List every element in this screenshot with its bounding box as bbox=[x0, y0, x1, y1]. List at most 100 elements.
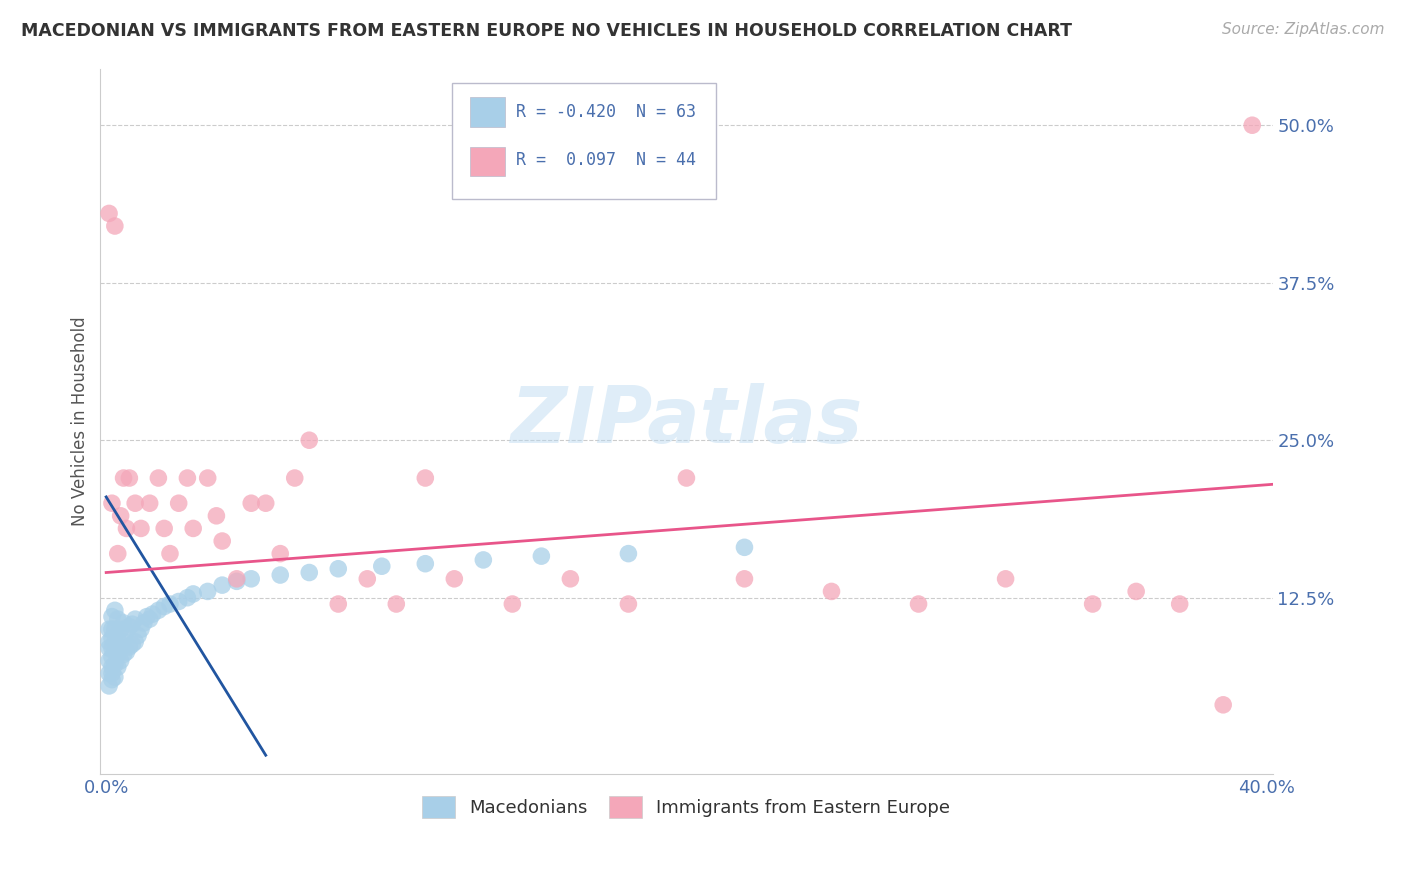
Point bbox=[98, 666, 121, 681]
Point bbox=[104, 219, 127, 233]
Point bbox=[101, 641, 124, 656]
Point bbox=[153, 521, 176, 535]
Point bbox=[121, 637, 143, 651]
Point bbox=[98, 635, 121, 649]
Point bbox=[101, 660, 124, 674]
Point bbox=[104, 670, 127, 684]
Point bbox=[298, 434, 321, 448]
Point bbox=[675, 471, 697, 485]
Text: ZIPatlas: ZIPatlas bbox=[510, 384, 862, 459]
Point bbox=[101, 649, 124, 664]
Point bbox=[560, 572, 582, 586]
Point bbox=[298, 566, 321, 580]
Point bbox=[107, 632, 129, 647]
Point bbox=[98, 679, 121, 693]
Point bbox=[135, 609, 157, 624]
Point bbox=[118, 620, 141, 634]
Point bbox=[115, 624, 138, 639]
Point bbox=[129, 622, 152, 636]
Point bbox=[225, 572, 247, 586]
Point bbox=[110, 508, 132, 523]
Point bbox=[115, 521, 138, 535]
Point bbox=[501, 597, 523, 611]
Point bbox=[1081, 597, 1104, 611]
Point bbox=[205, 508, 228, 523]
Point bbox=[121, 617, 143, 632]
Point bbox=[142, 607, 165, 621]
Point bbox=[167, 496, 190, 510]
Point bbox=[98, 641, 121, 656]
FancyBboxPatch shape bbox=[470, 147, 505, 177]
Point bbox=[124, 496, 146, 510]
Point bbox=[994, 572, 1017, 586]
Point bbox=[413, 557, 436, 571]
Point bbox=[328, 597, 350, 611]
Point bbox=[413, 471, 436, 485]
Point bbox=[118, 471, 141, 485]
FancyBboxPatch shape bbox=[451, 83, 716, 199]
Point bbox=[820, 584, 842, 599]
Point bbox=[907, 597, 929, 611]
Point bbox=[153, 599, 176, 614]
Point bbox=[112, 471, 135, 485]
Point bbox=[1241, 118, 1264, 132]
Point bbox=[733, 541, 755, 555]
Legend: Macedonians, Immigrants from Eastern Europe: Macedonians, Immigrants from Eastern Eur… bbox=[415, 789, 957, 825]
Point bbox=[110, 622, 132, 636]
Point bbox=[385, 597, 408, 611]
Point bbox=[115, 645, 138, 659]
Point bbox=[617, 547, 640, 561]
Point bbox=[101, 666, 124, 681]
Point bbox=[176, 471, 198, 485]
Point bbox=[443, 572, 465, 586]
Text: Source: ZipAtlas.com: Source: ZipAtlas.com bbox=[1222, 22, 1385, 37]
Point bbox=[240, 496, 263, 510]
Point bbox=[181, 521, 204, 535]
Point bbox=[98, 206, 121, 220]
Point bbox=[104, 622, 127, 636]
Point bbox=[167, 594, 190, 608]
Text: MACEDONIAN VS IMMIGRANTS FROM EASTERN EUROPE NO VEHICLES IN HOUSEHOLD CORRELATIO: MACEDONIAN VS IMMIGRANTS FROM EASTERN EU… bbox=[21, 22, 1073, 40]
Point bbox=[284, 471, 307, 485]
Y-axis label: No Vehicles in Household: No Vehicles in Household bbox=[72, 317, 89, 526]
Point bbox=[101, 622, 124, 636]
Point bbox=[127, 628, 149, 642]
Point bbox=[98, 654, 121, 668]
Point bbox=[124, 612, 146, 626]
Point bbox=[254, 496, 277, 510]
Point bbox=[124, 635, 146, 649]
Point bbox=[110, 654, 132, 668]
Point bbox=[176, 591, 198, 605]
Point bbox=[112, 615, 135, 630]
Point bbox=[107, 547, 129, 561]
Point bbox=[101, 496, 124, 510]
Point bbox=[530, 549, 553, 563]
Point bbox=[159, 547, 181, 561]
Point bbox=[1125, 584, 1147, 599]
Point bbox=[104, 657, 127, 672]
Point bbox=[148, 471, 170, 485]
Point bbox=[138, 496, 160, 510]
Point bbox=[371, 559, 394, 574]
Point bbox=[98, 622, 121, 636]
Point bbox=[733, 572, 755, 586]
Point bbox=[225, 574, 247, 589]
Point bbox=[1168, 597, 1191, 611]
Point bbox=[101, 609, 124, 624]
Point bbox=[104, 603, 127, 617]
Point bbox=[356, 572, 378, 586]
Point bbox=[197, 471, 219, 485]
Point bbox=[107, 612, 129, 626]
Point bbox=[101, 673, 124, 687]
Point bbox=[328, 562, 350, 576]
Point bbox=[138, 612, 160, 626]
Point bbox=[132, 615, 155, 630]
Text: R =  0.097  N = 44: R = 0.097 N = 44 bbox=[516, 152, 696, 169]
Point bbox=[211, 578, 233, 592]
Point bbox=[101, 631, 124, 645]
Point bbox=[269, 568, 291, 582]
Point bbox=[148, 603, 170, 617]
Point bbox=[112, 648, 135, 662]
Point bbox=[104, 645, 127, 659]
Point bbox=[240, 572, 263, 586]
